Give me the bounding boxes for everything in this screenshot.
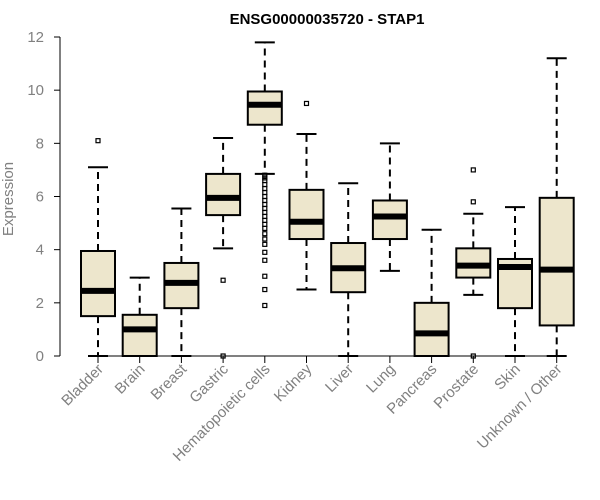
outlier-point	[470, 353, 476, 359]
box-gastric	[205, 137, 242, 359]
box-rect	[371, 199, 408, 241]
chart-title: ENSG00000035720 - STAP1	[230, 11, 425, 28]
box-rect	[121, 313, 158, 358]
box-rect	[80, 249, 116, 318]
y-axis: 0 2 4 6 8 10 12	[27, 29, 61, 365]
x-tick-label: Kidney	[271, 360, 316, 405]
box-rect	[246, 90, 283, 126]
y-axis-label: Expression	[0, 162, 17, 236]
outlier-point	[262, 286, 268, 293]
box-pancreas	[413, 228, 450, 358]
box-rect	[288, 188, 325, 241]
y-tick-label: 8	[36, 135, 44, 152]
box-rect	[538, 196, 575, 327]
box-bladder	[80, 138, 116, 357]
x-tick-label: Bladder	[58, 361, 107, 410]
outlier-point	[262, 249, 268, 255]
x-tick-label: Breast	[148, 360, 191, 403]
outlier-point	[262, 236, 268, 242]
outlier-point	[262, 241, 268, 247]
box-breast	[163, 207, 200, 357]
outlier-point	[262, 273, 268, 279]
outlier-point	[470, 199, 476, 205]
outlier-point	[220, 277, 226, 283]
y-tick-label: 4	[36, 242, 44, 259]
outlier-point	[220, 353, 226, 359]
y-tick-label: 2	[36, 295, 44, 312]
outlier-point	[262, 231, 268, 237]
y-tick-label: 10	[27, 82, 44, 99]
box-prostate	[455, 167, 492, 359]
box-hematopoietic-cells	[246, 41, 283, 309]
box-rect	[413, 301, 450, 358]
y-tick-label: 12	[27, 29, 44, 46]
box-brain	[121, 276, 158, 358]
box-lung	[371, 142, 408, 272]
box-skin	[497, 206, 533, 357]
box-unknown-other	[538, 57, 575, 357]
outlier-point	[262, 257, 268, 263]
x-tick-label: Skin	[491, 361, 524, 394]
outlier-point	[95, 138, 101, 144]
box-rect	[205, 172, 242, 217]
box-liver	[330, 182, 367, 357]
outlier-point	[303, 100, 310, 107]
outlier-point	[470, 167, 476, 173]
outlier-point	[262, 302, 268, 309]
box-kidney	[288, 100, 325, 291]
x-tick-label: Lung	[363, 361, 399, 397]
outlier-point	[262, 225, 268, 231]
x-tick-label: Brain	[112, 361, 149, 398]
outlier-point	[262, 172, 268, 178]
plot-area	[80, 41, 575, 359]
y-tick-label: 6	[36, 189, 44, 206]
outlier-point	[262, 175, 268, 181]
y-tick-label: 0	[36, 348, 44, 365]
x-tick-label: Prostate	[431, 361, 483, 413]
x-tick-label: Liver	[322, 361, 357, 396]
